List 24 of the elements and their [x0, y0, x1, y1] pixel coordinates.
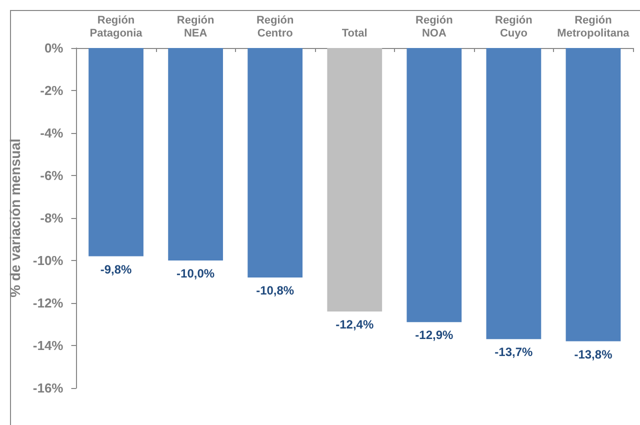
data-label: -12,9%: [415, 328, 454, 342]
y-tick-label: -4%: [40, 126, 64, 140]
y-axis-title: % de variación mensual: [7, 138, 23, 298]
data-label: -12,4%: [336, 318, 374, 332]
y-tick-label: -16%: [32, 380, 64, 396]
data-label: -9,8%: [100, 262, 132, 276]
x-tick-label: Total: [342, 28, 368, 40]
y-tick-label: -2%: [40, 83, 64, 98]
x-tick-label: Región Metropolitana: [557, 14, 630, 40]
y-tick-label: -6%: [40, 168, 64, 183]
x-tick-label: Región Centro: [256, 14, 294, 40]
data-label: -10,8%: [256, 284, 294, 298]
y-tick-label: -12%: [32, 296, 64, 310]
x-tick-label: Región Cuyo: [495, 14, 533, 40]
data-label: -13,8%: [574, 347, 613, 362]
y-tick-label: -14%: [32, 338, 64, 353]
data-label: -10,0%: [176, 266, 215, 280]
y-tick-label: -10%: [32, 253, 64, 268]
x-tick-label: Región Patagonia: [90, 14, 144, 40]
x-tick-label: Región NOA: [416, 14, 454, 40]
x-tick-label: Región NEA: [176, 14, 214, 40]
y-tick-label: 0%: [44, 40, 64, 56]
data-label: -13,7%: [494, 345, 534, 360]
y-tick-label: -8%: [40, 210, 64, 226]
